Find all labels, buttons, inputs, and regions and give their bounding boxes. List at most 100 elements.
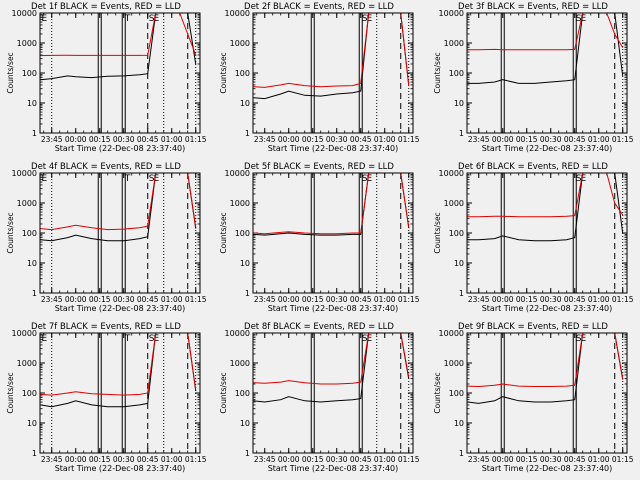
marker-label: E xyxy=(367,334,373,344)
y-axis-label: Counts/sec xyxy=(6,212,15,253)
y-tick-label: 10000 xyxy=(12,329,37,338)
y-axis-label: Counts/sec xyxy=(219,212,228,253)
marker-label: S xyxy=(149,14,155,24)
x-tick-label: 00:30 xyxy=(540,295,562,304)
y-axis-label: Counts/sec xyxy=(433,52,442,93)
plot-frame xyxy=(252,12,414,134)
panel-title: Det 3f BLACK = Events, RED = LLD xyxy=(458,2,608,12)
y-tick-label: 100 xyxy=(22,229,37,238)
x-tick-label: 00:15 xyxy=(302,135,324,144)
marker-label: E xyxy=(42,14,48,24)
x-tick-label: 00:30 xyxy=(326,295,348,304)
events-series-line xyxy=(253,333,410,403)
y-tick-label: 100 xyxy=(449,69,464,78)
x-tick-label: 00:30 xyxy=(326,135,348,144)
x-tick-label: 00:45 xyxy=(564,295,586,304)
y-tick-label: 10000 xyxy=(225,169,250,178)
events-series-line xyxy=(40,333,197,408)
marker-label: S xyxy=(362,174,368,184)
events-series-line xyxy=(40,173,197,242)
x-axis-label: Start Time (22-Dec-08 23:37:40) xyxy=(268,304,399,313)
x-axis-label: Start Time (22-Dec-08 23:37:40) xyxy=(482,144,613,153)
y-tick-label: 1000 xyxy=(444,359,464,368)
y-tick-label: 1 xyxy=(459,449,464,458)
marker-label: S xyxy=(576,14,582,24)
x-tick-label: 01:00 xyxy=(374,455,396,464)
x-tick-label: 00:30 xyxy=(113,455,135,464)
marker-label: E xyxy=(42,334,48,344)
panel-3: Det 3f BLACK = Events, RED = LLD 1 10 100 10… xyxy=(433,2,634,153)
x-tick-label: 01:15 xyxy=(612,295,634,304)
panel-5: Det 5f BLACK = Events, RED = LLD 1 10 100 10… xyxy=(219,162,420,313)
panel-4: Det 4f BLACK = Events, RED = LLD 1 10 100 10… xyxy=(6,162,207,313)
marker-label: S xyxy=(576,174,582,184)
marker-label: E xyxy=(154,334,160,344)
panel-title: Det 9f BLACK = Events, RED = LLD xyxy=(458,322,608,332)
x-axis-label: Start Time (22-Dec-08 23:37:40) xyxy=(55,144,186,153)
y-tick-label: 1000 xyxy=(17,199,37,208)
marker-label: E xyxy=(154,14,160,24)
x-tick-label: 00:00 xyxy=(278,455,300,464)
marker-label: E xyxy=(581,174,587,184)
marker-label: T xyxy=(124,334,131,344)
x-tick-label: 00:00 xyxy=(65,295,87,304)
panel-6: Det 6f BLACK = Events, RED = LLD 1 10 100 10… xyxy=(433,162,634,313)
panel-title: Det 2f BLACK = Events, RED = LLD xyxy=(244,2,394,12)
x-tick-label: 01:00 xyxy=(161,135,183,144)
marker-label: E xyxy=(154,174,160,184)
x-tick-label: 23:45 xyxy=(468,295,490,304)
y-tick-label: 1 xyxy=(245,449,250,458)
panel-title: Det 4f BLACK = Events, RED = LLD xyxy=(31,162,181,172)
x-tick-label: 00:00 xyxy=(492,455,514,464)
y-tick-label: 10000 xyxy=(439,169,464,178)
plot-frame xyxy=(252,332,414,454)
x-tick-label: 00:15 xyxy=(516,295,538,304)
y-tick-label: 1000 xyxy=(17,39,37,48)
events-series-line xyxy=(40,13,197,81)
y-tick-label: 10000 xyxy=(12,169,37,178)
x-tick-label: 00:00 xyxy=(65,455,87,464)
lld-series-line xyxy=(40,333,197,396)
lld-series-line xyxy=(467,13,624,51)
x-tick-label: 01:15 xyxy=(398,295,420,304)
y-tick-label: 1 xyxy=(32,129,37,138)
events-series-line xyxy=(467,173,624,242)
x-tick-label: 00:15 xyxy=(89,135,111,144)
plot-frame xyxy=(466,12,628,134)
lld-series-line xyxy=(253,333,410,385)
marker-label: S xyxy=(362,14,368,24)
x-tick-label: 01:15 xyxy=(398,455,420,464)
x-tick-label: 00:15 xyxy=(516,455,538,464)
y-tick-label: 10 xyxy=(454,259,464,268)
y-tick-label: 10000 xyxy=(225,329,250,338)
x-tick-label: 01:15 xyxy=(185,295,207,304)
y-tick-label: 1000 xyxy=(230,199,250,208)
y-tick-label: 100 xyxy=(449,389,464,398)
y-tick-label: 100 xyxy=(22,389,37,398)
events-series-line xyxy=(253,173,410,236)
y-tick-label: 1 xyxy=(32,289,37,298)
x-tick-label: 23:45 xyxy=(254,455,276,464)
marker-label: E xyxy=(367,14,373,24)
events-series-line xyxy=(467,333,624,404)
x-axis-label: Start Time (22-Dec-08 23:37:40) xyxy=(55,304,186,313)
y-tick-label: 100 xyxy=(235,229,250,238)
y-tick-label: 1000 xyxy=(230,359,250,368)
x-axis-label: Start Time (22-Dec-08 23:37:40) xyxy=(55,464,186,473)
x-tick-label: 00:30 xyxy=(540,135,562,144)
x-tick-label: 23:45 xyxy=(41,135,63,144)
x-tick-label: 01:15 xyxy=(398,135,420,144)
y-tick-label: 1 xyxy=(459,129,464,138)
panel-title: Det 8f BLACK = Events, RED = LLD xyxy=(244,322,394,332)
y-tick-label: 10 xyxy=(27,419,37,428)
plot-frame xyxy=(252,172,414,294)
y-tick-label: 10 xyxy=(240,99,250,108)
x-axis-label: Start Time (22-Dec-08 23:37:40) xyxy=(482,464,613,473)
x-tick-label: 23:45 xyxy=(41,295,63,304)
panel-2: Det 2f BLACK = Events, RED = LLD 1 10 100 10… xyxy=(219,2,420,153)
y-tick-label: 10 xyxy=(240,419,250,428)
y-tick-label: 10 xyxy=(27,99,37,108)
x-tick-label: 01:15 xyxy=(612,135,634,144)
plot-frame xyxy=(39,172,201,294)
events-series-line xyxy=(467,13,624,84)
